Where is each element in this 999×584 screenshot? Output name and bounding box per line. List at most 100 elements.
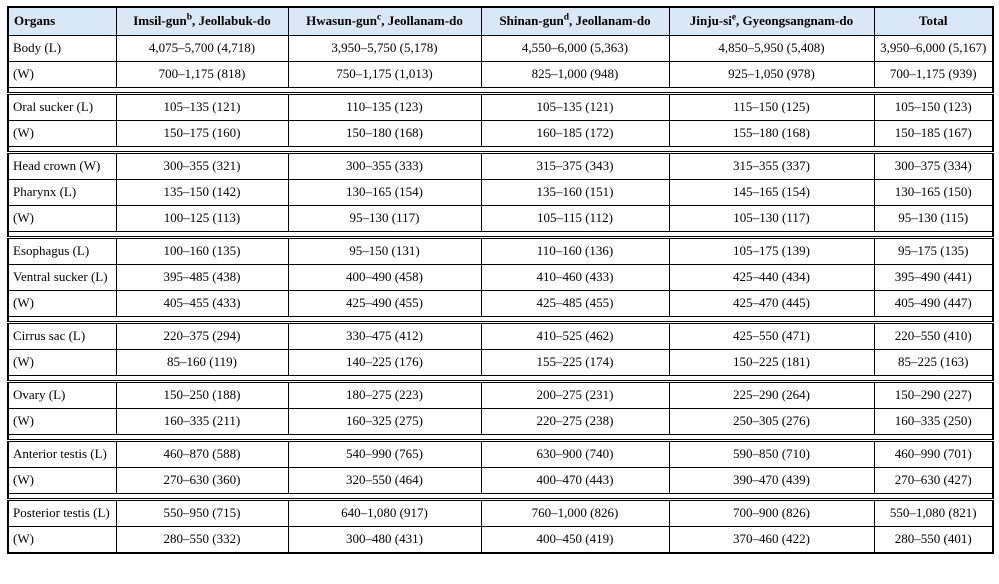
value-cell: 160–185 (172) <box>480 120 670 147</box>
value-cell: 540–990 (765) <box>287 440 482 468</box>
value-cell: 110–135 (123) <box>287 93 482 121</box>
value-cell: 330–475 (412) <box>287 322 482 350</box>
province-name: , Jeollanam-do <box>569 13 651 29</box>
value-cell: 395–485 (438) <box>115 264 289 291</box>
value-cell: 300–375 (334) <box>873 152 994 180</box>
group-separator <box>7 375 994 383</box>
value-cell: 280–550 (401) <box>873 526 994 554</box>
group-separator <box>7 231 994 239</box>
table-row: (W) 85–160 (119) 140–225 (176) 155–225 (174… <box>7 349 994 376</box>
value-cell: 95–130 (117) <box>287 205 482 232</box>
group-separator <box>7 87 994 95</box>
table-row: Head crown (W) 300–355 (321) 300–355 (333)… <box>7 152 994 180</box>
value-cell: 220–275 (238) <box>480 408 670 435</box>
value-cell: 550–950 (715) <box>115 499 289 527</box>
value-cell: 400–490 (458) <box>287 264 482 291</box>
value-cell: 130–165 (154) <box>287 179 482 206</box>
value-cell: 395–490 (441) <box>873 264 994 291</box>
column-header-shinan-gun: Shinan-gund, Jeollanam-do <box>480 6 670 36</box>
value-cell: 150–180 (168) <box>287 120 482 147</box>
value-cell: 105–130 (117) <box>668 205 875 232</box>
value-cell: 115–150 (125) <box>668 93 875 121</box>
value-cell: 145–165 (154) <box>668 179 875 206</box>
organ-cell: Head crown (W) <box>7 152 117 180</box>
organ-cell: Ventral sucker (L) <box>7 264 117 291</box>
footnote-marker: b <box>186 13 192 24</box>
province-name: , Jeollanam-do <box>381 13 463 29</box>
organ-cell: (W) <box>7 120 117 147</box>
value-cell: 300–355 (321) <box>115 152 289 180</box>
organ-cell: Body (L) <box>7 35 117 62</box>
value-cell: 180–275 (223) <box>287 381 482 409</box>
value-cell: 150–225 (181) <box>668 349 875 376</box>
value-cell: 270–630 (360) <box>115 467 289 494</box>
organ-cell: Esophagus (L) <box>7 237 117 265</box>
value-cell: 4,850–5,950 (5,408) <box>668 35 875 62</box>
value-cell: 160–325 (275) <box>287 408 482 435</box>
table-row: Esophagus (L) 100–160 (135) 95–150 (131) 11… <box>7 237 994 265</box>
value-cell: 425–490 (455) <box>287 290 482 317</box>
organ-cell: Pharynx (L) <box>7 179 117 206</box>
value-cell: 3,950–5,750 (5,178) <box>287 35 482 62</box>
table-row: Ventral sucker (L) 395–485 (438) 400–490 (… <box>7 264 994 291</box>
value-cell: 4,550–6,000 (5,363) <box>480 35 670 62</box>
organ-cell: Anterior testis (L) <box>7 440 117 468</box>
value-cell: 400–470 (443) <box>480 467 670 494</box>
organ-cell: (W) <box>7 408 117 435</box>
value-cell: 590–850 (710) <box>668 440 875 468</box>
value-cell: 370–460 (422) <box>668 526 875 554</box>
table-row: (W) 405–455 (433) 425–490 (455) 425–485 (45… <box>7 290 994 317</box>
table-row: Anterior testis (L) 460–870 (588) 540–990 … <box>7 440 994 468</box>
value-cell: 300–480 (431) <box>287 526 482 554</box>
value-cell: 315–355 (337) <box>668 152 875 180</box>
organ-cell: (W) <box>7 290 117 317</box>
group-separator-line <box>7 316 994 324</box>
group-separator-line <box>7 146 994 154</box>
organ-cell: (W) <box>7 205 117 232</box>
value-cell: 95–175 (135) <box>873 237 994 265</box>
value-cell: 160–335 (250) <box>873 408 994 435</box>
table-row: Ovary (L) 150–250 (188) 180–275 (223) 200–2… <box>7 381 994 409</box>
organ-cell: (W) <box>7 349 117 376</box>
value-cell: 320–550 (464) <box>287 467 482 494</box>
value-cell: 130–165 (150) <box>873 179 994 206</box>
value-cell: 750–1,175 (1,013) <box>287 61 482 88</box>
value-cell: 410–525 (462) <box>480 322 670 350</box>
value-cell: 85–225 (163) <box>873 349 994 376</box>
value-cell: 280–550 (332) <box>115 526 289 554</box>
province-name: , Jeollabuk-do <box>192 13 271 29</box>
column-header-total: Total <box>873 6 994 36</box>
table-row: (W) 280–550 (332) 300–480 (431) 400–450 (41… <box>7 526 994 554</box>
value-cell: 150–250 (188) <box>115 381 289 409</box>
value-cell: 405–455 (433) <box>115 290 289 317</box>
column-header-organs: Organs <box>7 6 117 36</box>
value-cell: 630–900 (740) <box>480 440 670 468</box>
value-cell: 155–180 (168) <box>668 120 875 147</box>
value-cell: 405–490 (447) <box>873 290 994 317</box>
value-cell: 300–355 (333) <box>287 152 482 180</box>
organ-cell: Ovary (L) <box>7 381 117 409</box>
organ-cell: (W) <box>7 467 117 494</box>
value-cell: 700–1,175 (818) <box>115 61 289 88</box>
value-cell: 760–1,000 (826) <box>480 499 670 527</box>
region-name: Shinan-gun <box>499 13 564 29</box>
table-row: (W) 150–175 (160) 150–180 (168) 160–185 (17… <box>7 120 994 147</box>
value-cell: 3,950–6,000 (5,167) <box>873 35 994 62</box>
value-cell: 4,075–5,700 (4,718) <box>115 35 289 62</box>
group-separator-line <box>7 434 994 442</box>
value-cell: 925–1,050 (978) <box>668 61 875 88</box>
value-cell: 700–900 (826) <box>668 499 875 527</box>
group-separator-line <box>7 87 994 95</box>
organ-cell: Cirrus sac (L) <box>7 322 117 350</box>
value-cell: 150–175 (160) <box>115 120 289 147</box>
region-name: Jinju-si <box>689 13 732 29</box>
value-cell: 425–485 (455) <box>480 290 670 317</box>
value-cell: 85–160 (119) <box>115 349 289 376</box>
organ-measurements-table: Organs Imsil-gunb, Jeollabuk-do Hwasun-g… <box>7 6 994 554</box>
value-cell: 105–115 (112) <box>480 205 670 232</box>
value-cell: 460–990 (701) <box>873 440 994 468</box>
value-cell: 155–225 (174) <box>480 349 670 376</box>
organ-cell: Oral sucker (L) <box>7 93 117 121</box>
footnote-marker: d <box>563 13 569 24</box>
